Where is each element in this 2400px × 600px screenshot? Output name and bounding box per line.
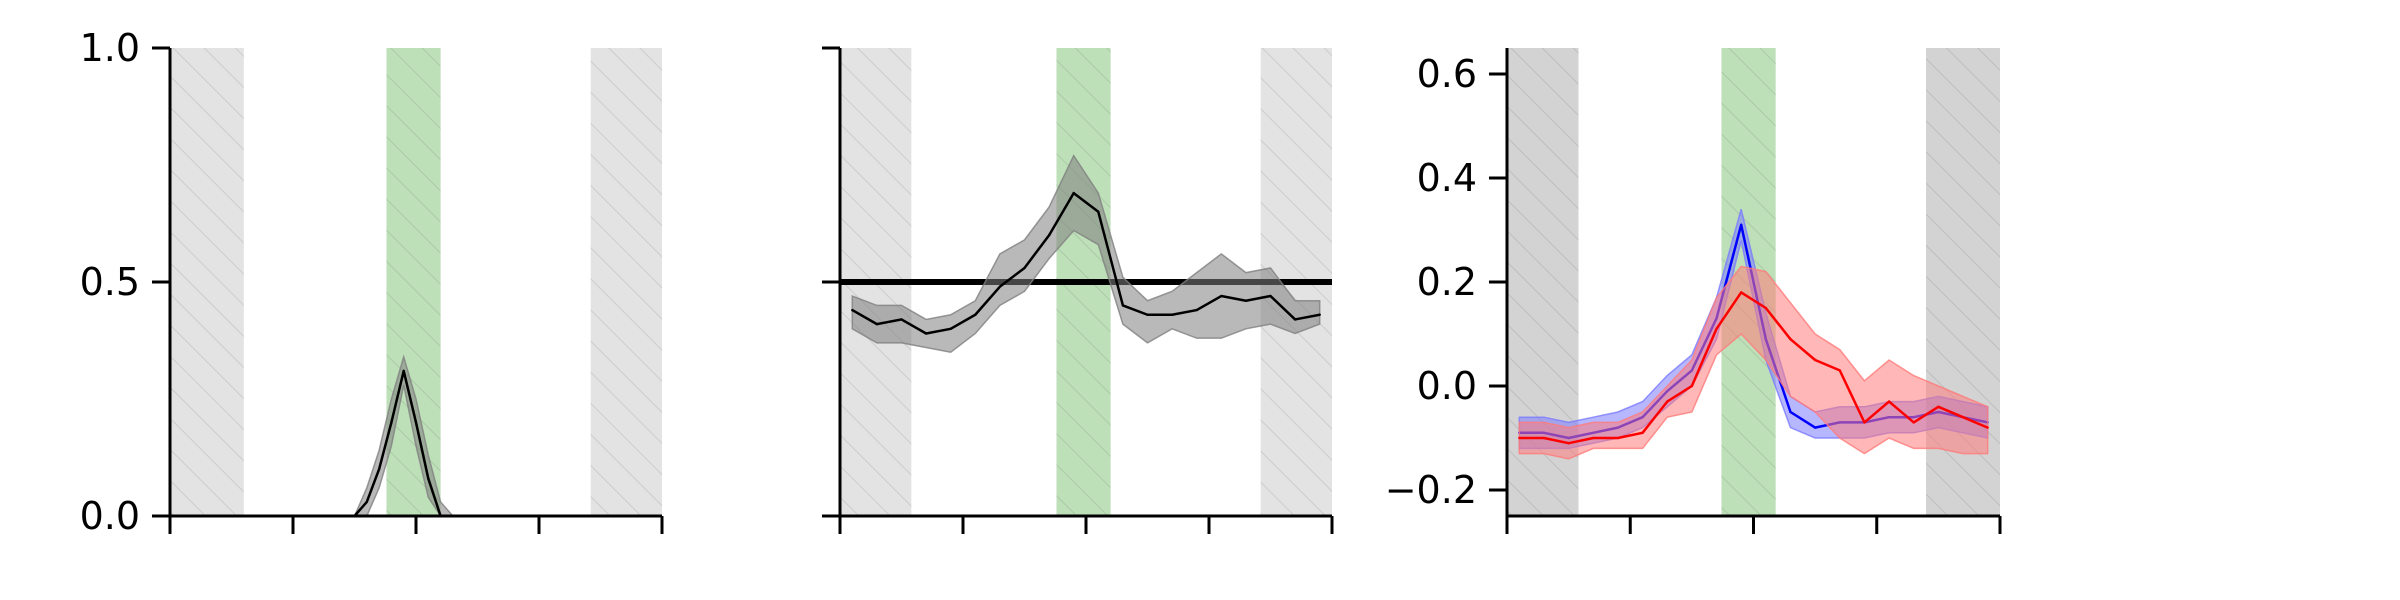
chart-panel-2: [822, 46, 1334, 534]
data-point: [1195, 308, 1198, 312]
y-tick-label: 0.2: [1417, 260, 1477, 304]
data-point: [390, 421, 393, 424]
data-point: [1813, 358, 1817, 362]
data-point: [1592, 436, 1595, 440]
data-point: [1023, 266, 1026, 270]
data-point: [1318, 313, 1321, 316]
y-tick-label: 0.0: [1417, 364, 1477, 408]
data-point: [1047, 234, 1051, 237]
data-point: [1986, 426, 1989, 429]
data-point: [1789, 410, 1792, 414]
data-point: [1097, 210, 1100, 213]
data-point: [1244, 299, 1248, 302]
hatch-overlay: [170, 48, 244, 516]
data-point: [1690, 384, 1694, 388]
data-point: [1887, 400, 1891, 403]
data-point: [414, 421, 418, 424]
y-tick-label: −0.2: [1385, 468, 1477, 512]
data-point: [1518, 436, 1521, 440]
hatch-overlay: [590, 48, 662, 516]
y-tick-label: 0.0: [80, 494, 140, 538]
data-point: [949, 327, 952, 330]
confidence-band-black: [851, 154, 1321, 353]
chart-panel-1: 0.0 0.5 1.0: [80, 26, 664, 538]
y-tick-label: 0.4: [1417, 156, 1477, 200]
data-point: [1912, 421, 1915, 424]
series-line-black: [851, 191, 1320, 335]
data-point: [1121, 304, 1125, 307]
confidence-band-red: [1518, 265, 1989, 460]
data-point: [1072, 191, 1075, 195]
data-point: [1764, 306, 1768, 310]
hatch-overlay: [386, 48, 441, 516]
data-point: [1739, 223, 1743, 226]
data-point: [1863, 421, 1866, 424]
data-point: [377, 468, 381, 471]
data-point: [1220, 294, 1223, 298]
data-point: [924, 332, 928, 335]
data-point: [900, 318, 903, 321]
data-point: [1641, 431, 1644, 434]
data-point: [1542, 436, 1546, 440]
data-point: [1739, 291, 1743, 294]
data-point: [875, 322, 879, 326]
data-point: [1146, 313, 1149, 316]
chart-panel-3: −0.2 0.0 0.2 0.4 0.6: [1385, 48, 2002, 534]
data-point: [365, 500, 368, 504]
data-point: [1789, 338, 1792, 341]
y-tick-label: 0.6: [1417, 52, 1477, 96]
data-point: [1813, 426, 1817, 429]
data-point: [1269, 294, 1272, 298]
data-point: [402, 369, 405, 373]
data-point: [998, 285, 1002, 288]
series-line-red: [1519, 291, 1989, 445]
data-point: [1567, 442, 1570, 445]
data-point: [1170, 313, 1174, 316]
data-point: [1838, 369, 1841, 372]
y-tick-label: 0.5: [80, 260, 140, 304]
data-point: [427, 477, 430, 480]
data-point: [1666, 400, 1669, 403]
data-point: [851, 308, 854, 312]
data-point: [974, 313, 977, 316]
data-point: [1715, 327, 1718, 330]
confidence-band-black: [342, 354, 466, 517]
y-tick-label: 1.0: [80, 26, 140, 70]
data-point: [1961, 416, 1965, 419]
data-point: [1293, 318, 1297, 321]
data-point: [1937, 405, 1940, 408]
data-point: [1616, 436, 1620, 440]
